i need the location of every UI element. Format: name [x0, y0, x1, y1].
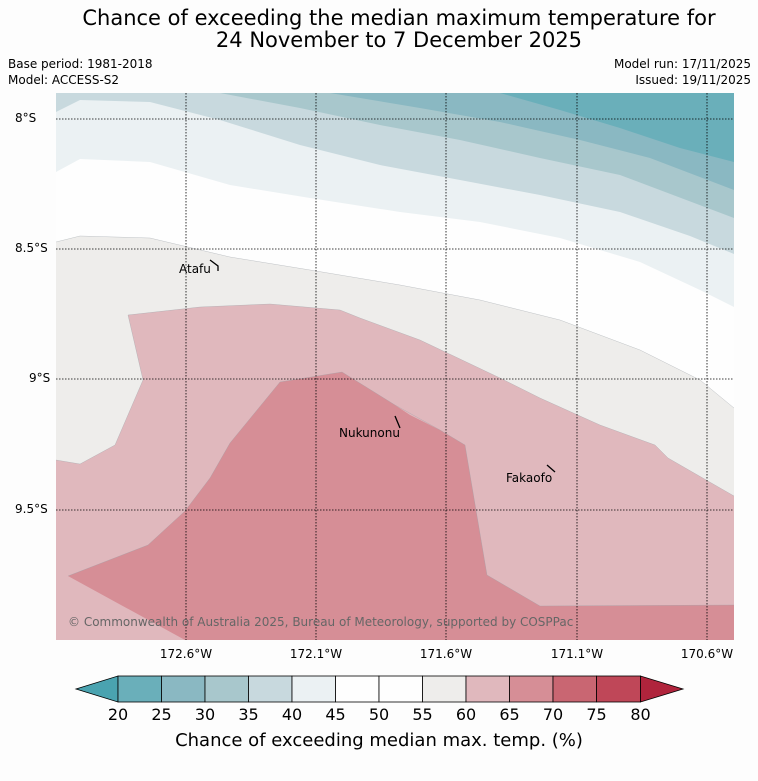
colorbar-tick-55: 55 — [412, 705, 433, 724]
lon-label-170-6w: 170.6°W — [680, 647, 734, 661]
atoll-fakaofo: Fakaofo — [506, 464, 556, 485]
lon-label-172-6w: 172.6°W — [159, 647, 213, 661]
contour-layers — [56, 93, 734, 640]
colorbar-tick-60: 60 — [455, 705, 477, 724]
model-run-date: Model run: 17/11/2025 — [613, 57, 751, 71]
colorbar-tick-40: 40 — [281, 705, 303, 724]
colorbar-70-75 — [552, 675, 597, 703]
lat-label-9s: 9°S — [29, 371, 51, 385]
atoll-atafu: Atafu — [179, 259, 219, 276]
colorbar-65-70 — [509, 675, 554, 703]
lon-label-171-6w: 171.6°W — [419, 647, 473, 661]
colorbar-title: Chance of exceeding median max. temp. (%… — [175, 730, 583, 751]
lat-label-9-5s: 9.5°S — [15, 502, 48, 516]
place-label-atafu: Atafu — [179, 262, 211, 276]
colorbar-over-arrow — [640, 675, 685, 703]
colorbar-30-35 — [204, 675, 249, 703]
colorbar-tick-50: 50 — [368, 705, 390, 724]
colorbar-50-55 — [378, 675, 423, 703]
colorbar-under-arrow — [74, 675, 119, 703]
issued-date: Issued: 19/11/2025 — [635, 73, 751, 87]
band-65-70 — [68, 372, 734, 640]
colorbar-tick-20: 20 — [107, 705, 129, 724]
colorbar-75-80 — [596, 675, 641, 703]
grid-lines — [56, 93, 734, 640]
colorbar-55-60 — [422, 675, 467, 703]
lon-label-171-1w: 171.1°W — [550, 647, 604, 661]
model-name: Model: ACCESS-S2 — [8, 73, 120, 87]
place-label-nukunonu: Nukunonu — [339, 426, 400, 440]
colorbar-tick-35: 35 — [238, 705, 259, 724]
colorbar-20-25 — [117, 675, 162, 703]
lat-label-8s: 8°S — [15, 111, 37, 125]
lat-label-8-5s: 8.5°S — [15, 241, 48, 255]
colorbar-tick-30: 30 — [194, 705, 216, 724]
colorbar-tick-70: 70 — [542, 705, 564, 724]
colorbar-tick-80: 80 — [630, 705, 651, 724]
colorbar-45-50 — [335, 675, 380, 703]
atoll-nukunonu: Nukunonu — [339, 415, 401, 440]
contour-outlines — [56, 235, 734, 607]
base-period: Base period: 1981-2018 — [8, 57, 153, 71]
colorbar-tick-75: 75 — [586, 705, 607, 724]
copyright-notice: © Commonwealth of Australia 2025, Bureau… — [68, 615, 573, 629]
colorbar — [74, 675, 685, 703]
chart-title-line-1: Chance of exceeding the median maximum t… — [82, 6, 716, 30]
colorbar-60-65 — [465, 675, 510, 703]
colorbar-tick-45: 45 — [325, 705, 346, 724]
colorbar-25-30 — [161, 675, 206, 703]
chart-title-line-2: 24 November to 7 December 2025 — [215, 28, 583, 52]
colorbar-tick-25: 25 — [151, 705, 172, 724]
colorbar-35-40 — [248, 675, 293, 703]
lon-label-172-1w: 172.1°W — [289, 647, 343, 661]
place-label-fakaofo: Fakaofo — [506, 471, 552, 485]
colorbar-40-45 — [291, 675, 336, 703]
colorbar-tick-65: 65 — [499, 705, 520, 724]
